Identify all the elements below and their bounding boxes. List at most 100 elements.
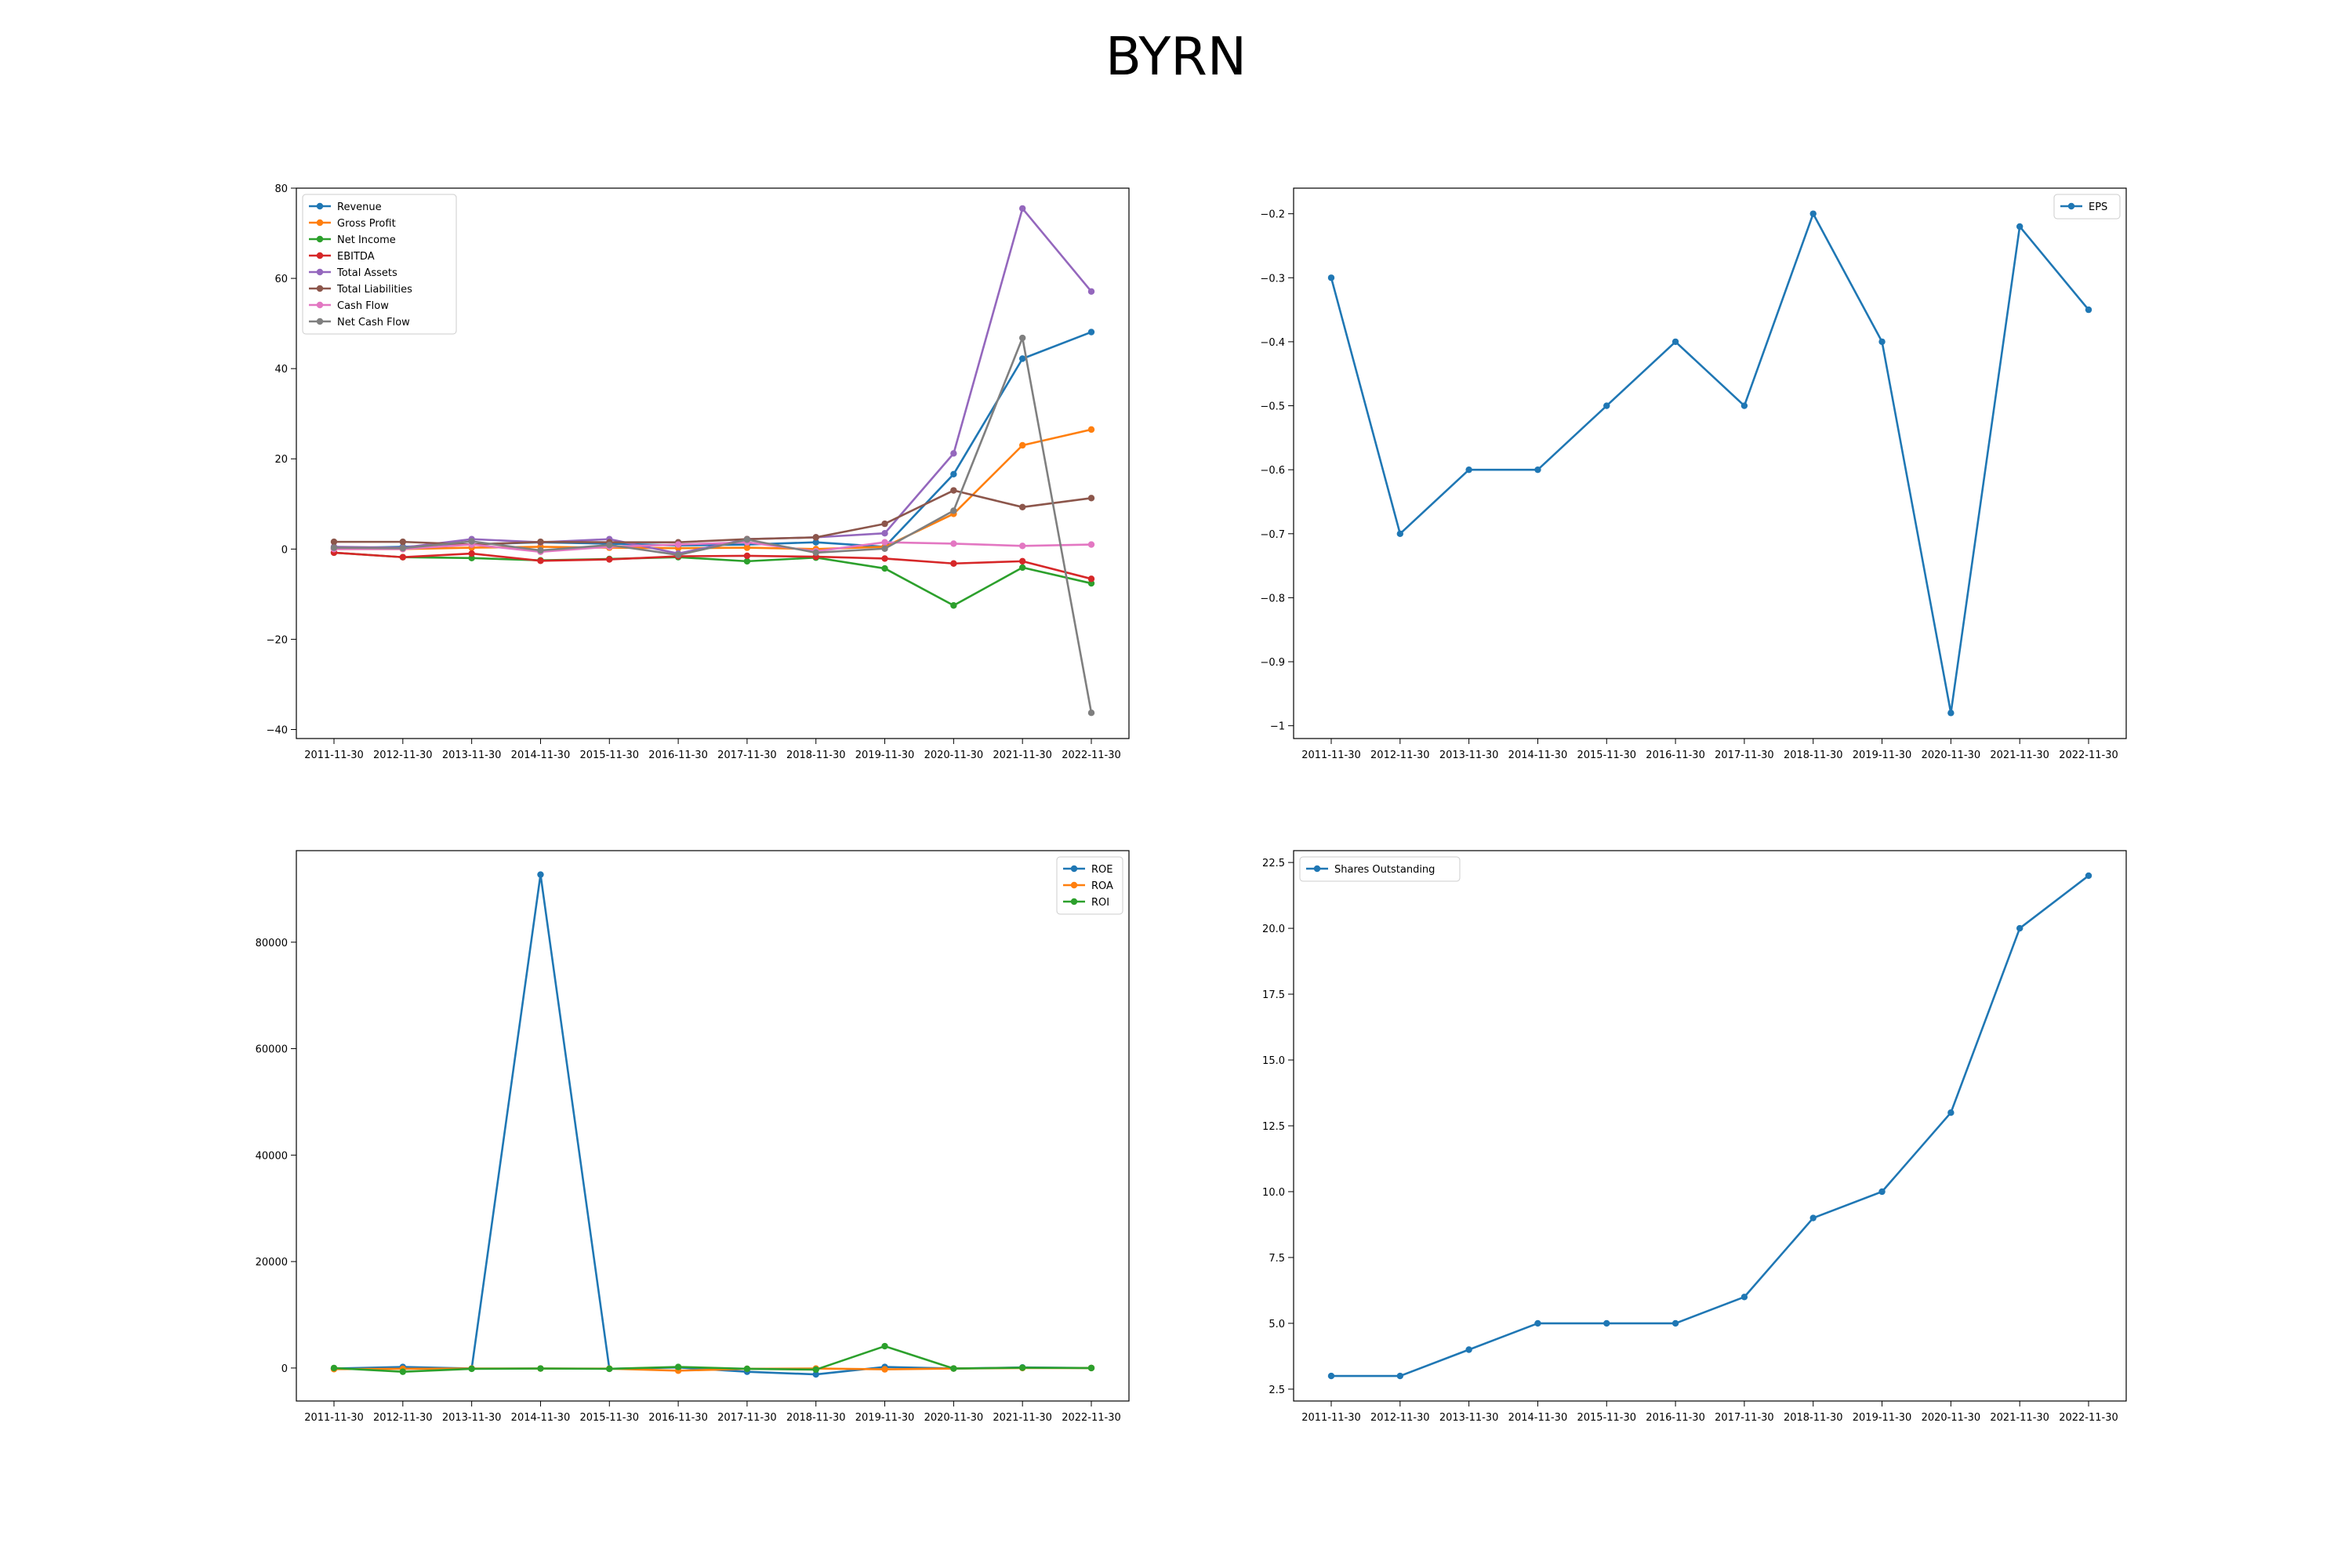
data-point-shares-outstanding: [1465, 1346, 1472, 1353]
x-tick-label: 2018-11-30: [786, 1412, 846, 1424]
data-point-total-liabilities: [812, 534, 819, 541]
y-tick-label: −0.6: [1260, 465, 1285, 477]
legend-swatch-marker: [316, 235, 324, 243]
data-point-shares-outstanding: [2085, 872, 2092, 880]
panel-eps: 2011-11-30 2012-11-30 2013-11-30 2014-11-30…: [1260, 187, 2127, 761]
y-tick-label: 0: [281, 544, 288, 556]
data-point-revenue: [1087, 328, 1095, 336]
data-point-shares-outstanding: [1740, 1294, 1748, 1301]
x-tick-label: 2017-11-30: [717, 750, 777, 761]
data-point-roi: [537, 1365, 544, 1372]
y-tick-label: −0.5: [1260, 401, 1285, 413]
data-point-eps: [1878, 338, 1886, 346]
data-point-roi: [674, 1363, 682, 1370]
x-tick-label: 2012-11-30: [373, 1412, 433, 1424]
x-tick-label: 2021-11-30: [993, 1412, 1052, 1424]
series-line-net-cash-flow: [333, 336, 1093, 713]
legend-frame: [302, 194, 457, 335]
legend-swatch-marker: [316, 252, 324, 260]
data-point-net-income: [1087, 579, 1095, 587]
x-tick-label: 2011-11-30: [1301, 1412, 1361, 1424]
y-tick-label: 17.5: [1262, 989, 1285, 1001]
data-point-shares-outstanding: [1671, 1319, 1679, 1327]
x-tick-label: 2016-11-30: [1646, 1412, 1705, 1424]
x-tick-label: 2012-11-30: [1370, 1412, 1430, 1424]
legend-swatch-marker: [1070, 865, 1078, 873]
data-point-total-liabilities: [1087, 495, 1095, 502]
y-tick-label: −20: [267, 634, 288, 646]
x-tick-label: 2021-11-30: [1990, 750, 2049, 761]
data-point-roi: [468, 1365, 475, 1373]
y-tick-label: −1: [1270, 721, 1285, 733]
plot-frame: [296, 850, 1130, 1402]
data-point-roi: [606, 1365, 613, 1373]
x-tick-label: 2019-11-30: [855, 1412, 915, 1424]
data-point-net-cash-flow: [674, 551, 682, 559]
data-point-net-income: [743, 557, 751, 565]
data-point-cash-flow: [674, 541, 682, 548]
legend-swatch-marker: [316, 268, 324, 276]
x-tick-label: 2011-11-30: [1301, 750, 1361, 761]
legend-swatch-marker: [316, 301, 324, 309]
data-point-ebitda: [468, 550, 475, 557]
plot-frame: [1293, 850, 2127, 1402]
data-point-ebitda: [881, 555, 888, 562]
x-tick-label: 2012-11-30: [1370, 750, 1430, 761]
y-tick-label: −0.9: [1260, 657, 1285, 669]
data-point-ebitda: [606, 556, 613, 563]
legend-label: ROA: [1091, 880, 1113, 892]
y-tick-label: 60000: [256, 1044, 288, 1056]
x-tick-label: 2018-11-30: [786, 750, 846, 761]
data-point-ebitda: [1018, 557, 1026, 565]
data-point-total-assets: [950, 450, 957, 457]
y-tick-label: −0.4: [1260, 337, 1285, 349]
legend-swatch-marker: [316, 285, 324, 292]
x-tick-label: 2021-11-30: [1990, 1412, 2049, 1424]
data-point-net-income: [1018, 564, 1026, 572]
x-tick-label: 2013-11-30: [1439, 1412, 1499, 1424]
data-point-net-cash-flow: [537, 546, 544, 554]
data-point-total-liabilities: [1018, 503, 1026, 511]
legend-label: Revenue: [337, 201, 382, 213]
data-point-roi: [1087, 1364, 1095, 1372]
x-tick-label: 2022-11-30: [2059, 750, 2118, 761]
x-tick-label: 2014-11-30: [511, 750, 571, 761]
data-point-revenue: [950, 470, 957, 478]
legend-swatch-marker: [2067, 202, 2075, 210]
x-tick-label: 2014-11-30: [1508, 750, 1568, 761]
legend-label: Total Assets: [336, 267, 397, 279]
legend: EPS: [2053, 194, 2121, 220]
series-line-roe: [333, 873, 1092, 1376]
data-point-shares-outstanding: [2016, 924, 2024, 932]
y-tick-label: 80: [274, 183, 288, 195]
x-tick-label: 2019-11-30: [1853, 750, 1912, 761]
panel-shares-outstanding: 2011-11-30 2012-11-30 2013-11-30 2014-11-30…: [1262, 850, 2127, 1424]
x-tick-label: 2014-11-30: [511, 1412, 571, 1424]
x-tick-label: 2015-11-30: [579, 1412, 639, 1424]
legend-swatch-marker: [1313, 865, 1321, 873]
x-tick-label: 2011-11-30: [304, 750, 364, 761]
y-tick-label: 20.0: [1262, 924, 1285, 935]
data-point-eps: [1809, 210, 1817, 217]
data-point-eps: [1465, 466, 1472, 474]
x-tick-label: 2011-11-30: [304, 1412, 364, 1424]
data-point-gross-profit: [743, 544, 751, 551]
data-point-ebitda: [950, 560, 957, 567]
x-tick-label: 2017-11-30: [717, 1412, 777, 1424]
legend-label: EPS: [2089, 201, 2107, 213]
data-point-roe: [812, 1370, 819, 1378]
x-tick-label: 2012-11-30: [373, 750, 433, 761]
x-tick-label: 2017-11-30: [1715, 750, 1774, 761]
data-point-net-cash-flow: [1018, 334, 1026, 342]
data-point-total-liabilities: [330, 538, 338, 546]
series-line-net-income: [333, 551, 1092, 607]
data-point-eps: [1327, 274, 1335, 281]
data-point-roa: [881, 1366, 888, 1373]
data-point-shares-outstanding: [1878, 1188, 1886, 1196]
legend-swatch-marker: [316, 318, 324, 325]
data-point-shares-outstanding: [1809, 1214, 1817, 1221]
y-tick-label: 2.5: [1269, 1385, 1285, 1396]
data-point-ebitda: [399, 554, 407, 561]
data-point-eps: [1603, 402, 1610, 409]
x-tick-label: 2020-11-30: [1922, 750, 1981, 761]
